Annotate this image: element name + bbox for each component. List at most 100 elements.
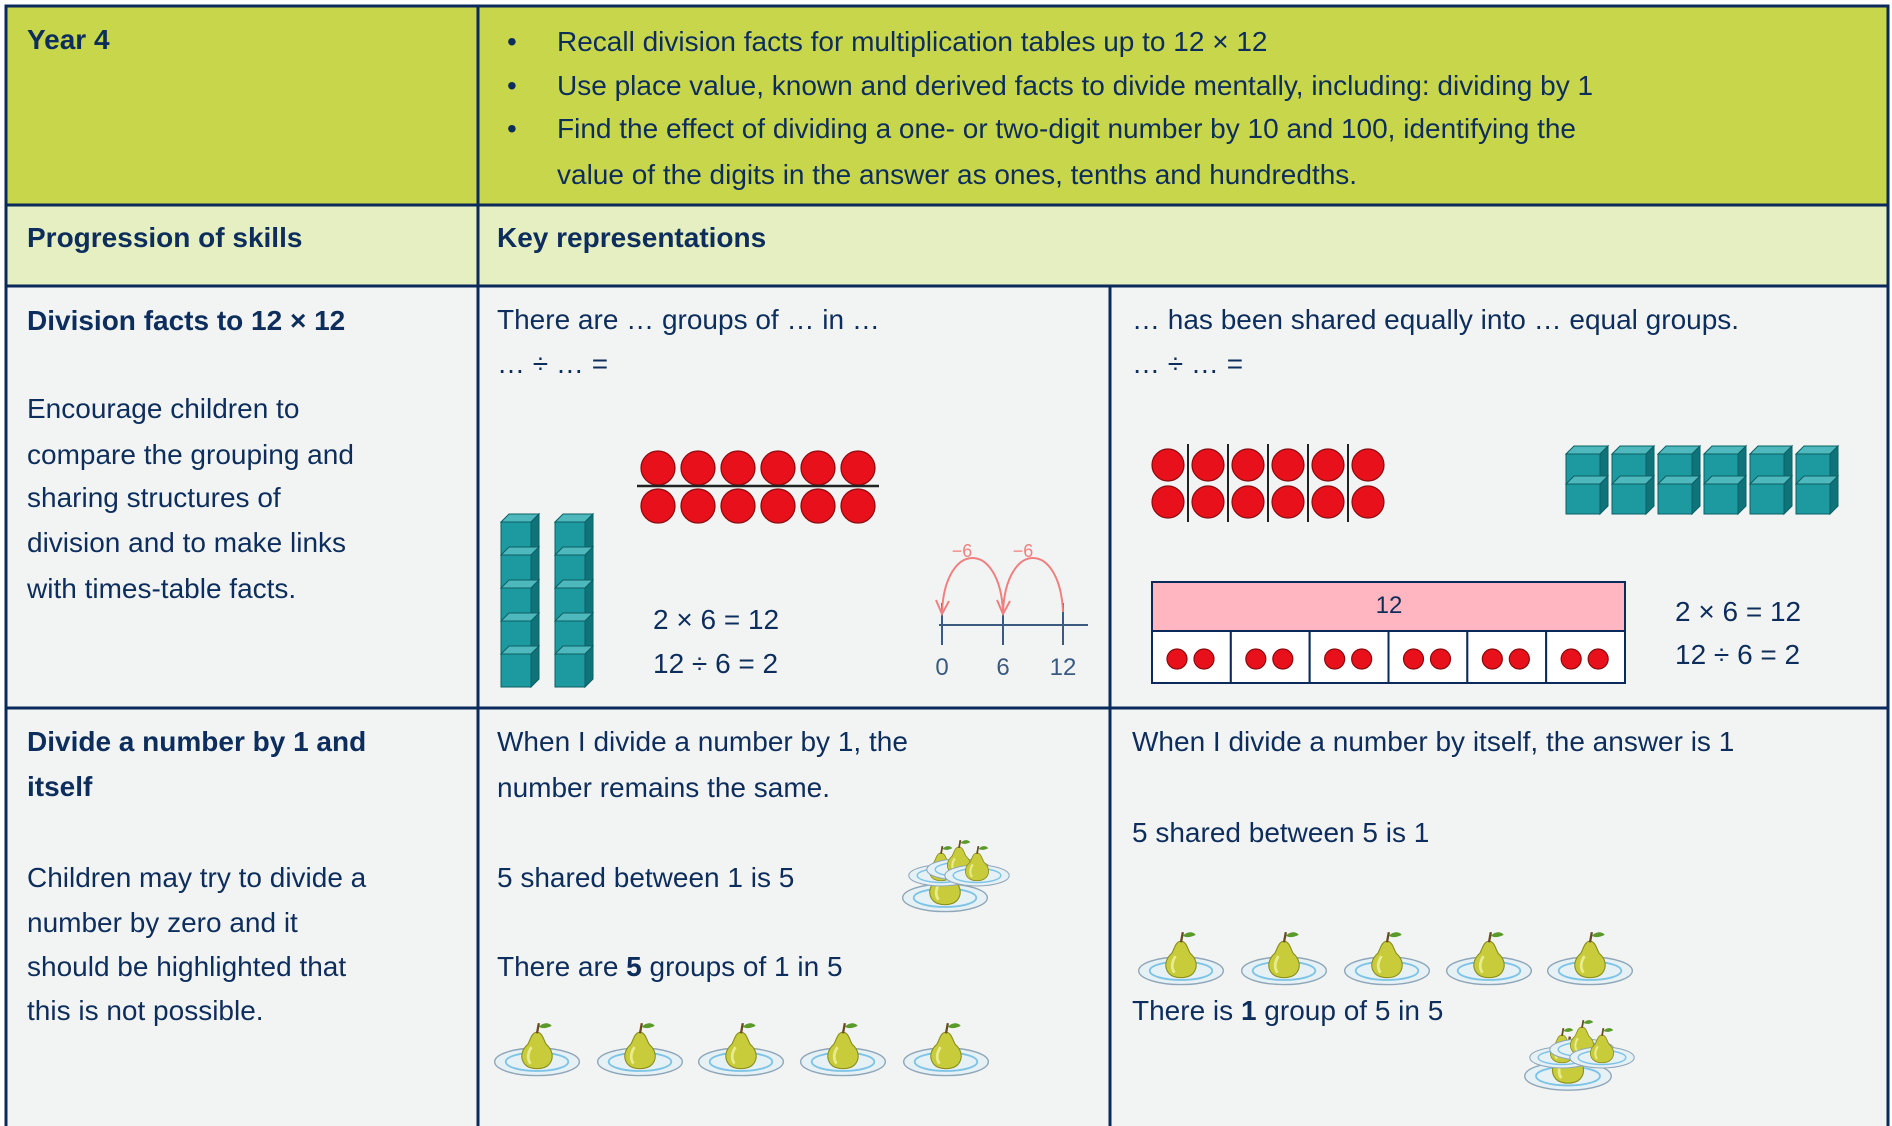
bar-total: 12 [1375,592,1403,619]
statement: When I divide a number by 1, the [497,726,908,757]
counter [1231,485,1265,519]
counter [840,488,876,524]
number-line-label: 12 [1049,654,1077,681]
counter [840,450,876,486]
counter [1429,648,1452,670]
cube-face [1657,483,1693,515]
equation: 2 × 6 = 12 [1675,596,1802,627]
jump-label: −6 [1012,541,1034,561]
equation: 2 × 6 = 12 [653,604,780,635]
counter [1351,485,1385,519]
cube-face [500,653,532,688]
skill-title: itself [27,771,93,802]
counter [1351,448,1385,482]
body-band [6,286,1888,1126]
emphasis: 5 [626,951,642,982]
counter [1351,648,1373,670]
skill-title: Divide a number by 1 and [27,726,367,757]
counter [1166,648,1188,670]
cube-face [1749,483,1785,515]
equation: 12 ÷ 6 = 2 [1675,639,1801,670]
sharing-text: 5 shared between 1 is 5 [497,862,795,893]
arrow-head [935,599,950,617]
statement: number remains the same. [497,772,831,803]
skill-text: with times-table facts. [27,573,297,604]
counter [720,488,756,524]
text: There are [497,951,627,982]
arrow-head [996,599,1011,617]
counter [1272,648,1294,670]
counter [1587,648,1609,670]
bar-part [1545,630,1626,684]
counter [1151,448,1185,482]
objective: Find the effect of dividing a one- or tw… [507,112,1576,146]
counter [1151,485,1185,519]
skill-text: Children may try to divide a [27,862,367,893]
jump-label: −6 [951,541,973,561]
cube-side [584,644,594,689]
text: groups of 1 in 5 [641,951,843,982]
prompt: There are … groups of … in … [497,304,880,335]
skill-text: compare the grouping and [27,439,354,470]
bar-part [1229,630,1311,684]
counter [1481,648,1503,670]
jump-arc [1002,557,1064,613]
statement: When I divide a number by itself, the an… [1132,726,1735,757]
skill-text: sharing structures of [27,482,281,513]
skill-title: Division facts to 12 × 12 [27,305,346,336]
cube-face [1611,483,1647,515]
prompt: … ÷ … = [497,348,609,379]
counter [1402,648,1425,670]
jump-arc [941,557,1004,613]
counter [1191,448,1225,482]
bar-part [1308,630,1390,684]
bar-part [1466,630,1548,684]
cube-face [1703,483,1739,515]
counter [760,450,796,486]
drawings [493,444,1840,1092]
counter [640,488,676,524]
objective: value of the digits in the answer as one… [557,159,1358,190]
bar-part [1387,630,1469,684]
sharing-text: 5 shared between 5 is 1 [1132,817,1430,848]
counter [1245,648,1267,670]
counter [760,488,796,524]
counter [1271,485,1305,519]
counter [640,450,676,486]
counter [1271,448,1305,482]
number-line-label: 0 [935,654,949,681]
bar-whole [1151,581,1626,632]
emphasis: 1 [1240,995,1257,1026]
grouping-text: There is 1 group of 5 in 5 [1132,994,1443,1028]
counter [1231,448,1265,482]
counter [1560,648,1582,670]
text: group of 5 in 5 [1256,995,1444,1026]
equation: 12 ÷ 6 = 2 [653,648,779,679]
cube-face [554,653,586,688]
counter [680,450,716,486]
prompt: … has been shared equally into … equal g… [1132,304,1740,335]
counter [800,450,836,486]
cube-face [1565,483,1601,515]
prompt: … ÷ … = [1132,348,1244,379]
counter [1508,648,1530,670]
cube-face [1795,483,1831,515]
counter [1324,648,1346,670]
skill-text: number by zero and it [27,907,298,938]
counter [1193,648,1215,670]
counter [720,450,756,486]
cube-side [530,644,540,689]
counter [1311,485,1345,519]
column-heading: Progression of skills [27,222,303,253]
table-borders [4,4,1890,1126]
objective: Use place value, known and derived facts… [507,69,1593,103]
number-line-label: 6 [996,654,1010,681]
subheader-band [6,205,1888,286]
counter [680,488,716,524]
skill-text: division and to make links [27,527,347,558]
counter [1311,448,1345,482]
counter [800,488,836,524]
text: There is [1132,995,1241,1026]
